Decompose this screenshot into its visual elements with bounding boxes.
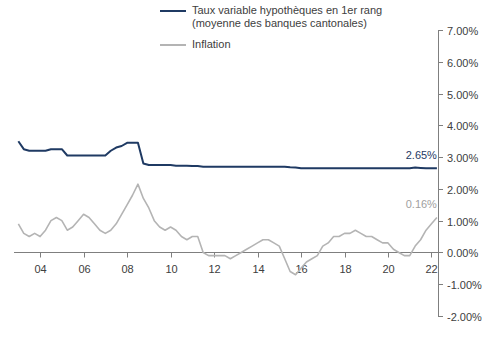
x-tick xyxy=(171,253,172,258)
x-tick-label: 22 xyxy=(425,263,437,275)
x-tick-label: 14 xyxy=(252,263,264,275)
y-tick-label: -1.00% xyxy=(447,279,482,291)
series-line xyxy=(18,141,437,168)
x-tick xyxy=(431,253,432,258)
y-tick-label: -2.00% xyxy=(447,311,482,323)
y-tick xyxy=(438,252,443,253)
y-tick-label: 6.00% xyxy=(447,57,478,69)
x-tick xyxy=(301,253,302,258)
x-tick-label: 04 xyxy=(34,263,46,275)
legend-label-line: Taux variable hypothèques en 1er rang xyxy=(192,4,382,16)
legend-label-line: Inflation xyxy=(192,38,231,50)
y-tick xyxy=(438,157,443,158)
y-tick xyxy=(438,316,443,317)
chart: 7.00% 6.00% 5.00% 4.00% 3.00% 2.00% 1.00% 0.00%… xyxy=(0,0,491,340)
x-tick xyxy=(388,253,389,258)
x-tick-label: 20 xyxy=(382,263,394,275)
y-tick-label: 1.00% xyxy=(447,216,478,228)
legend-label: Taux variable hypothèques en 1er rang(mo… xyxy=(192,4,382,29)
end-annotation: 0.16% xyxy=(406,198,437,210)
x-tick-label: 18 xyxy=(339,263,351,275)
legend-swatch xyxy=(160,10,186,12)
legend-label-line: (moyenne des banques cantonales) xyxy=(192,17,367,29)
x-tick xyxy=(345,253,346,258)
series-line xyxy=(18,184,437,275)
y-tick xyxy=(438,221,443,222)
y-tick-label: 7.00% xyxy=(447,25,478,37)
y-tick xyxy=(438,125,443,126)
x-tick-label: 08 xyxy=(121,263,133,275)
y-tick-label: 2.00% xyxy=(447,184,478,196)
y-tick xyxy=(438,94,443,95)
x-tick xyxy=(84,253,85,258)
x-tick-label: 06 xyxy=(78,263,90,275)
x-tick xyxy=(258,253,259,258)
y-tick-label: 3.00% xyxy=(447,152,478,164)
y-tick-label: 5.00% xyxy=(447,89,478,101)
end-annotation: 2.65% xyxy=(406,149,437,161)
x-tick xyxy=(127,253,128,258)
y-axis xyxy=(438,30,439,316)
x-tick xyxy=(40,253,41,258)
y-tick-label: 4.00% xyxy=(447,120,478,132)
x-tick-label: 12 xyxy=(208,263,220,275)
y-tick-label: 0.00% xyxy=(447,247,478,259)
y-tick xyxy=(438,30,443,31)
x-tick-label: 10 xyxy=(165,263,177,275)
legend-swatch xyxy=(160,44,186,46)
plot-area xyxy=(18,141,437,274)
y-tick xyxy=(438,62,443,63)
y-tick xyxy=(438,189,443,190)
y-tick xyxy=(438,284,443,285)
legend-label: Inflation xyxy=(192,38,231,50)
x-axis xyxy=(14,252,438,253)
